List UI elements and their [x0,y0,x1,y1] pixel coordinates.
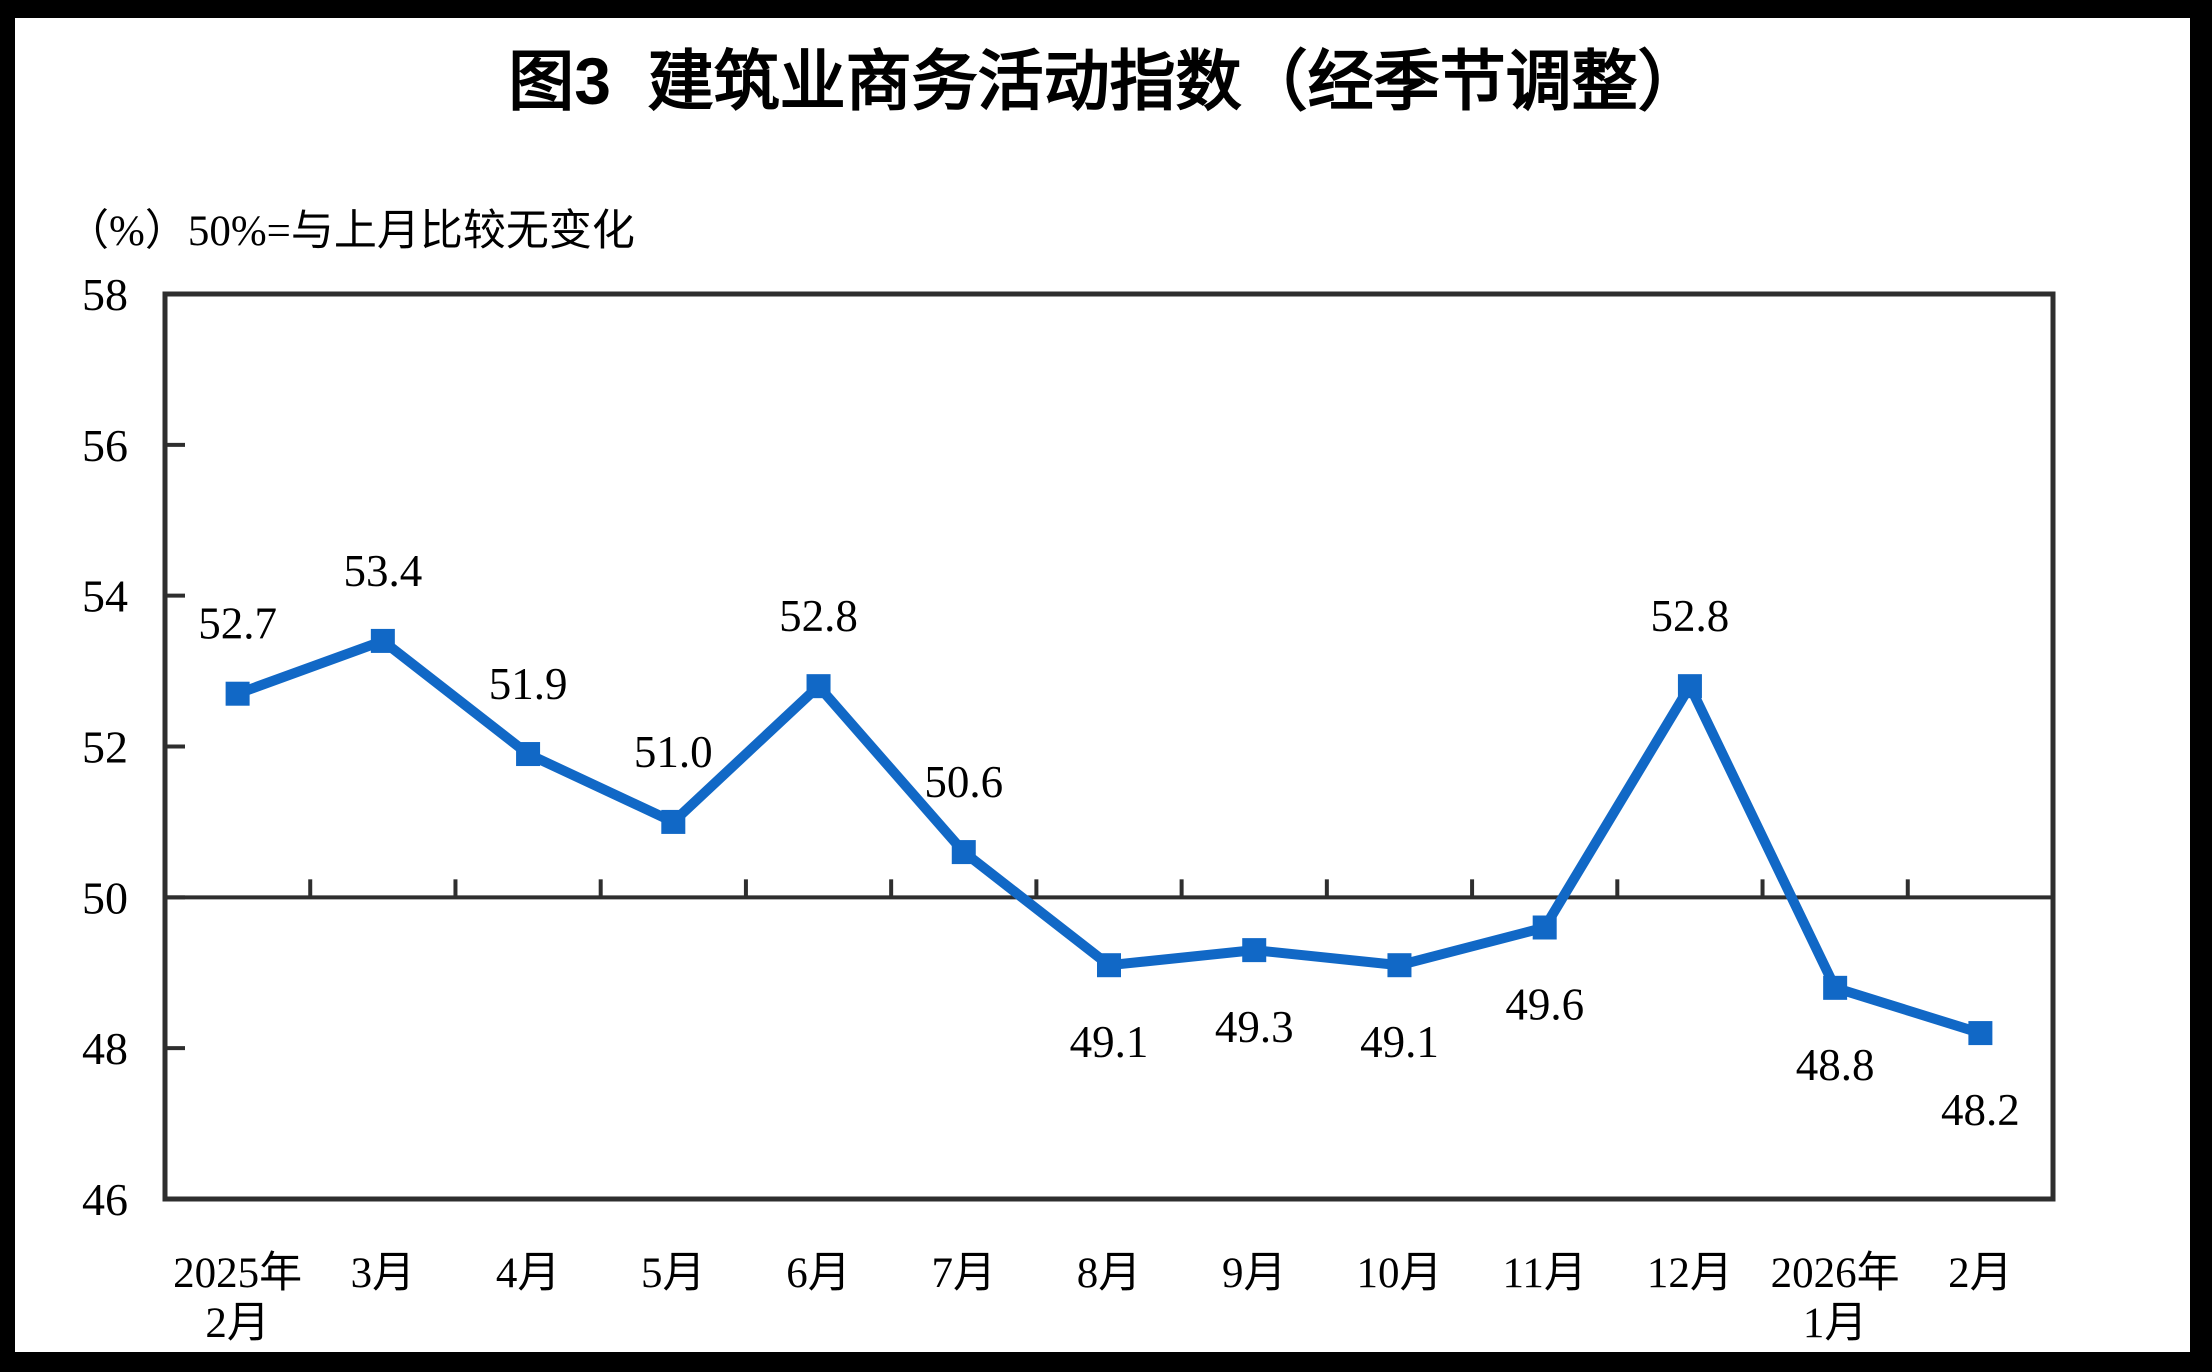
y-axis-tick-label: 50 [82,872,128,923]
data-point-label: 52.8 [779,591,858,641]
x-axis-tick-label: 10月 [1356,1250,1442,1297]
x-axis-tick-label: 2月 [205,1300,270,1347]
data-point-label: 48.8 [1796,1040,1875,1090]
fifty-percent-note: 50%=与上月比较无变化 [187,208,635,255]
x-axis-tick-label: 3月 [351,1250,416,1297]
percent-unit-label: （%） [66,208,188,255]
y-axis-tick-label: 46 [82,1174,128,1225]
data-point-marker [951,840,976,865]
x-axis-tick-label: 4月 [496,1250,561,1297]
y-axis-tick-label: 56 [82,420,128,471]
data-point-label: 49.1 [1360,1017,1439,1067]
chart-background [15,18,2190,1352]
data-point-label: 50.6 [924,757,1003,807]
chart-title: 图3 建筑业商务活动指数（经季节调整） [508,44,1704,118]
data-point-label: 53.4 [343,546,422,596]
axis-unit-note: （%）50%=与上月比较无变化 [66,196,635,258]
x-axis-tick-label: 12月 [1647,1250,1733,1297]
x-axis-tick-label: 8月 [1077,1250,1142,1297]
data-point-marker [1097,953,1121,978]
y-axis-tick-label: 58 [82,269,128,320]
data-point-label: 51.9 [489,659,568,709]
data-point-label: 49.3 [1215,1002,1294,1052]
data-point-marker [516,742,541,767]
data-point-label: 52.8 [1651,591,1730,641]
y-axis-tick-label: 54 [82,571,128,622]
x-axis-tick-label: 2025年 [173,1250,302,1297]
x-axis-tick-label: 7月 [932,1250,997,1297]
x-axis-tick-label: 6月 [786,1250,851,1297]
x-axis-tick-label: 11月 [1502,1250,1586,1297]
data-point-label: 52.7 [198,599,277,649]
data-point-marker [1823,975,1848,1000]
data-point-marker [1968,1021,1993,1046]
y-axis-tick-label: 48 [82,1023,128,1074]
data-point-marker [370,628,395,653]
x-axis-tick-label: 5月 [641,1250,706,1297]
x-axis-tick-label: 2026年 [1771,1250,1900,1297]
x-axis-tick-label: 9月 [1222,1250,1287,1297]
y-axis-tick-label: 52 [82,722,128,773]
x-axis-tick-label: 1月 [1803,1300,1868,1347]
x-axis-tick-label: 2月 [1948,1250,2013,1297]
data-point-label: 51.0 [634,727,713,777]
data-point-marker [1677,674,1702,699]
data-point-marker [806,674,831,699]
data-point-marker [1532,915,1557,940]
data-point-marker [1387,953,1412,978]
data-point-label: 49.6 [1505,980,1584,1030]
data-point-marker [1242,938,1267,963]
data-point-label: 48.2 [1941,1085,2020,1135]
data-point-label: 49.1 [1070,1017,1149,1067]
data-point-marker [661,809,686,834]
data-point-marker [225,681,250,706]
